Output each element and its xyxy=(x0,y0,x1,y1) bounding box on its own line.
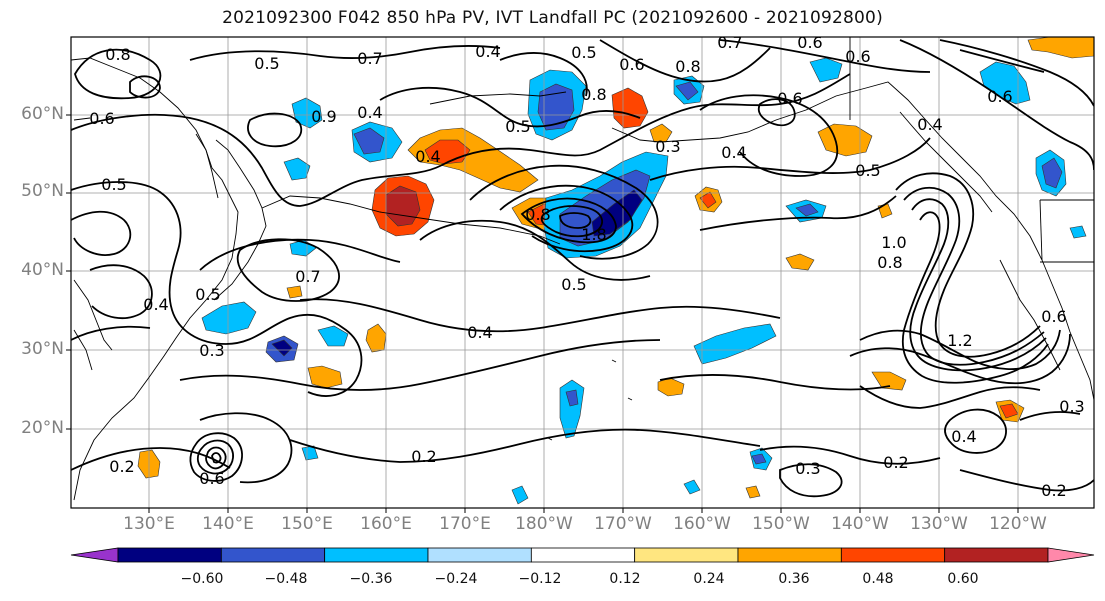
colorbar-segment xyxy=(324,547,429,563)
lon-label-170w: 170°W xyxy=(594,514,652,534)
lon-label-130e: 130°E xyxy=(123,514,175,534)
contour-label: 0.5 xyxy=(561,275,586,294)
contour-label: 1.8 xyxy=(581,225,606,244)
lat-label-20n: 20°N xyxy=(21,418,64,438)
contour-label: 0.5 xyxy=(254,54,279,73)
lon-label-130w: 130°W xyxy=(910,514,968,534)
positive-anomaly-shading xyxy=(137,37,1094,499)
contour-label: 0.4 xyxy=(951,427,976,446)
pv-contours xyxy=(71,39,1094,498)
colorbar-segment xyxy=(530,547,636,563)
colorbar-segment xyxy=(427,547,532,563)
lat-label-50n: 50°N xyxy=(21,181,64,201)
colorbar-tick-label: −0.60 xyxy=(180,571,224,587)
lon-label-150w: 150°W xyxy=(752,514,810,534)
contour-label: 0.6 xyxy=(89,109,114,128)
colorbar-segment xyxy=(737,547,842,563)
contour-label: 0.6 xyxy=(777,89,802,108)
colorbar-tick-label: −0.12 xyxy=(518,571,562,587)
lon-label-120w: 120°W xyxy=(989,514,1047,534)
contour-label: 0.6 xyxy=(1041,307,1066,326)
contour-label: 0.4 xyxy=(721,143,746,162)
contour-label: 0.5 xyxy=(505,117,530,136)
lon-label-180w: 180°W xyxy=(515,514,573,534)
colorbar-tick-label: −0.24 xyxy=(434,571,478,587)
contour-label: 0.5 xyxy=(195,285,220,304)
colorbar-tick-label: 0.60 xyxy=(947,571,979,587)
contour-label: 0.8 xyxy=(581,85,606,104)
contour-label: 0.5 xyxy=(571,43,596,62)
coastlines xyxy=(71,37,1094,501)
lon-label-140e: 140°E xyxy=(202,514,254,534)
map-title: 2021092300 F042 850 hPa PV, IVT Landfall… xyxy=(222,8,883,28)
lon-label-170e: 170°E xyxy=(439,514,491,534)
lat-label-30n: 30°N xyxy=(21,339,64,359)
colorbar-extend-min xyxy=(70,547,119,563)
contour-label: 0.4 xyxy=(415,147,440,166)
contour-label: 0.6 xyxy=(797,33,822,52)
contour-label: 0.2 xyxy=(883,453,908,472)
lat-label-40n: 40°N xyxy=(21,260,64,280)
contour-label: 0.4 xyxy=(357,103,382,122)
contour-label: 0.8 xyxy=(675,57,700,76)
colorbar-tick-label: −0.48 xyxy=(264,571,308,587)
contour-label: 0.4 xyxy=(475,42,500,61)
colorbar-segment xyxy=(840,547,946,563)
contour-label: 0.2 xyxy=(411,447,436,466)
colorbar-tick-label: 0.24 xyxy=(693,571,725,587)
contour-label: 0.3 xyxy=(655,137,680,156)
colorbar-tick-label: 0.12 xyxy=(609,571,641,587)
contour-label: 0.4 xyxy=(917,115,942,134)
contour-label: 0.4 xyxy=(467,323,492,342)
contour-label: 0.5 xyxy=(101,175,126,194)
lon-label-140w: 140°W xyxy=(831,514,889,534)
contour-label: 0.7 xyxy=(717,33,742,52)
lon-label-150e: 150°E xyxy=(281,514,333,534)
map-frame xyxy=(70,36,1095,509)
negative-anomaly-shading xyxy=(201,57,1087,505)
colorbar-segment xyxy=(944,547,1049,563)
contour-label: 1.2 xyxy=(947,331,972,350)
colorbar-tick-label: −0.36 xyxy=(349,571,393,587)
contour-labels: 0.8 0.5 0.7 0.6 0.4 0.5 0.6 0.8 0.7 0.6 … xyxy=(89,33,1084,500)
colorbar-extend-max xyxy=(1047,547,1095,563)
contour-label: 0.3 xyxy=(1059,397,1084,416)
contour-label: 0.9 xyxy=(311,107,336,126)
contour-label: 0.5 xyxy=(855,161,880,180)
contour-label: 0.6 xyxy=(619,55,644,74)
contour-label: 0.3 xyxy=(199,341,224,360)
lon-label-160e: 160°E xyxy=(360,514,412,534)
contour-label: 0.7 xyxy=(357,49,382,68)
contour-label: 0.2 xyxy=(109,457,134,476)
contour-label: 0.6 xyxy=(987,87,1012,106)
contour-label: 0.6 xyxy=(199,469,224,488)
colorbar-tick-label: 0.36 xyxy=(778,571,810,587)
contour-label: 0.7 xyxy=(295,267,320,286)
colorbar xyxy=(70,547,1095,563)
contour-label: 0.3 xyxy=(795,459,820,478)
contour-label: 0.2 xyxy=(1041,481,1066,500)
colorbar-tick-label: 0.48 xyxy=(862,571,894,587)
colorbar-segment xyxy=(220,547,326,563)
colorbar-segment xyxy=(634,547,739,563)
axis-ticks xyxy=(66,114,1019,513)
contour-label: 0.8 xyxy=(105,45,130,64)
contour-label: 0.4 xyxy=(143,295,168,314)
lon-label-160w: 160°W xyxy=(673,514,731,534)
contour-label: 1.0 xyxy=(881,233,906,252)
colorbar-segment xyxy=(117,547,222,563)
contour-label: 0.8 xyxy=(525,205,550,224)
lat-label-60n: 60°N xyxy=(21,104,64,124)
contour-label: 0.8 xyxy=(877,253,902,272)
contour-label: 0.6 xyxy=(845,47,870,66)
map-area: 0.8 0.5 0.7 0.6 0.4 0.5 0.6 0.8 0.7 0.6 … xyxy=(71,33,1094,508)
